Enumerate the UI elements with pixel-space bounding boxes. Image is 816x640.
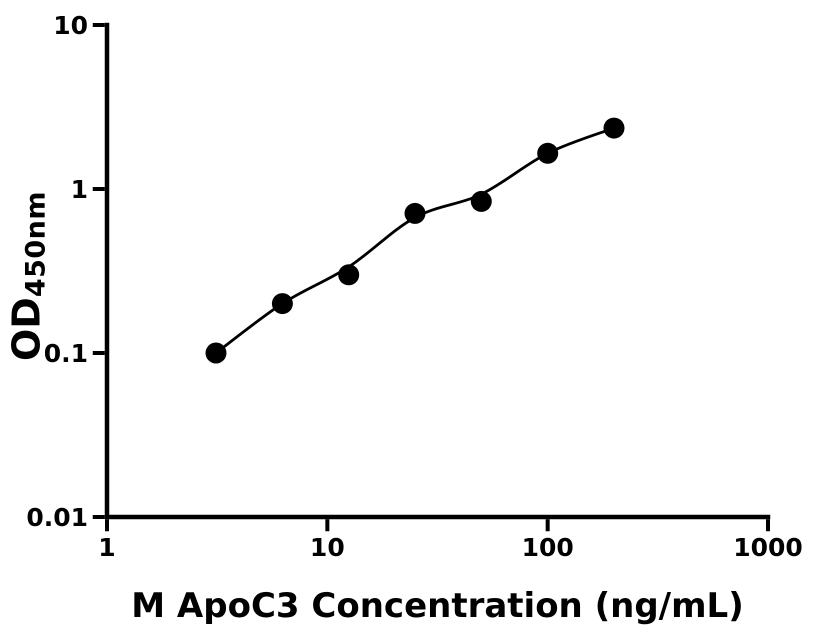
y-axis-title-subscript: 450nm: [20, 190, 52, 298]
x-tick-label: 1000: [733, 533, 803, 562]
x-tick-label: 1: [98, 533, 115, 562]
y-tick-label: 10: [53, 11, 88, 40]
x-tick-label: 100: [522, 533, 574, 562]
y-tick-label: 0.1: [44, 339, 88, 368]
y-tick-label: 1: [71, 175, 88, 204]
y-axis-title-main: OD: [4, 297, 49, 362]
x-axis-title: M ApoC3 Concentration (ng/mL): [131, 586, 744, 626]
data-point-marker: [205, 342, 227, 364]
y-axis-title: OD450nm: [5, 191, 52, 361]
data-point-marker: [537, 142, 559, 164]
axis-spines: [104, 22, 771, 520]
y-tick-label: 0.01: [26, 503, 88, 532]
data-point-marker: [338, 264, 360, 286]
data-point-marker: [404, 202, 426, 224]
x-tick-label: 10: [310, 533, 345, 562]
data-point-marker: [271, 293, 293, 315]
fitted-curve-line: [214, 126, 616, 355]
data-point-marker: [470, 190, 492, 212]
data-point-marker: [603, 117, 625, 139]
